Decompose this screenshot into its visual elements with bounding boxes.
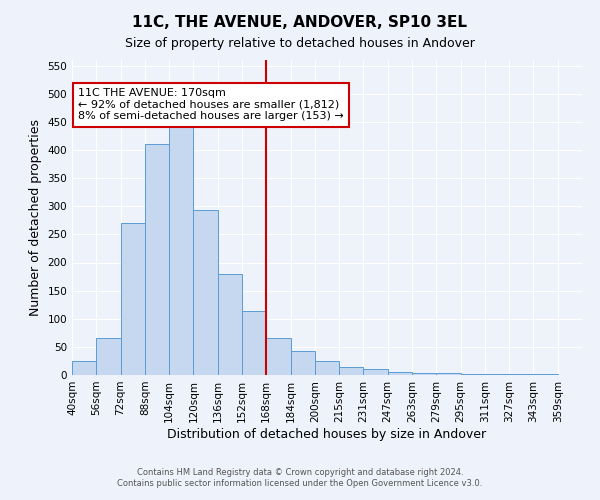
Bar xyxy=(364,369,388,375)
Text: 11C, THE AVENUE, ANDOVER, SP10 3EL: 11C, THE AVENUE, ANDOVER, SP10 3EL xyxy=(133,15,467,30)
Bar xyxy=(193,210,218,375)
Bar xyxy=(169,119,193,375)
Bar xyxy=(533,374,558,375)
Y-axis label: Number of detached properties: Number of detached properties xyxy=(29,119,42,316)
Bar xyxy=(485,374,509,375)
Bar xyxy=(72,361,96,375)
Bar xyxy=(242,312,266,375)
Bar xyxy=(290,351,315,375)
Bar xyxy=(315,361,339,375)
Bar xyxy=(436,374,461,375)
Text: 11C THE AVENUE: 170sqm
← 92% of detached houses are smaller (1,812)
8% of semi-d: 11C THE AVENUE: 170sqm ← 92% of detached… xyxy=(78,88,344,122)
Bar xyxy=(218,274,242,375)
Bar xyxy=(121,223,145,375)
X-axis label: Distribution of detached houses by size in Andover: Distribution of detached houses by size … xyxy=(167,428,487,440)
Text: Size of property relative to detached houses in Andover: Size of property relative to detached ho… xyxy=(125,38,475,51)
Bar xyxy=(145,144,169,375)
Bar xyxy=(96,338,121,375)
Bar xyxy=(339,366,364,375)
Bar xyxy=(509,374,533,375)
Bar xyxy=(266,338,290,375)
Bar xyxy=(412,373,436,375)
Bar xyxy=(388,372,412,375)
Bar xyxy=(461,374,485,375)
Text: Contains HM Land Registry data © Crown copyright and database right 2024.
Contai: Contains HM Land Registry data © Crown c… xyxy=(118,468,482,487)
